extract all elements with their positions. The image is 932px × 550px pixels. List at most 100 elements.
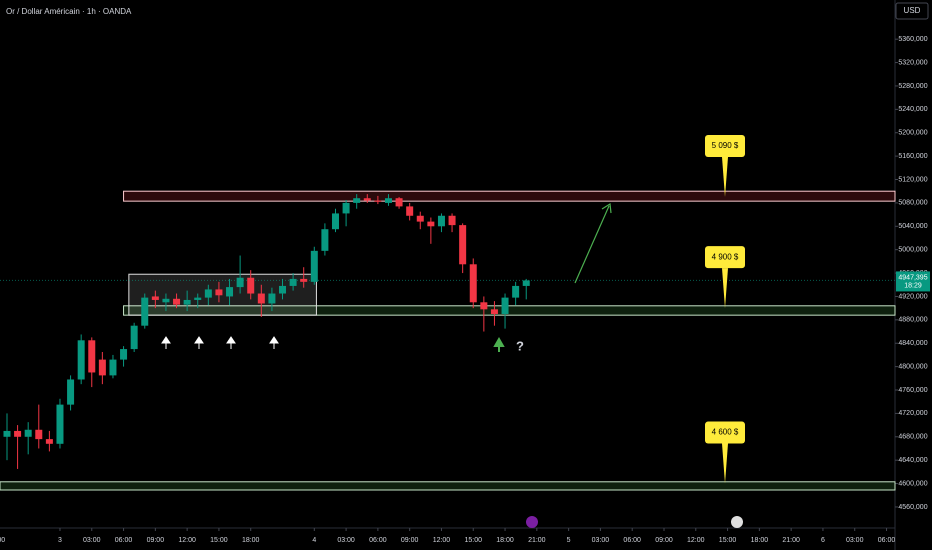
candle-body xyxy=(427,221,435,227)
x-tick-label: 18:00 xyxy=(0,537,5,544)
y-tick-label: 5040,000 xyxy=(898,223,927,230)
candle-body xyxy=(416,215,424,222)
y-tick-label: 4640,000 xyxy=(898,457,927,464)
callout-pointer xyxy=(722,443,728,484)
x-tick-label: 3 xyxy=(58,537,62,544)
candle-body xyxy=(14,430,22,437)
zone xyxy=(0,481,896,491)
candle-body xyxy=(501,297,509,314)
currency-button[interactable] xyxy=(895,2,929,20)
event-icon[interactable] xyxy=(526,516,538,528)
y-tick-label: 5280,000 xyxy=(898,83,927,90)
candle-body xyxy=(406,206,414,216)
y-tick-label: 4840,000 xyxy=(898,340,927,347)
zone xyxy=(123,190,896,202)
arrow-up-green xyxy=(493,336,505,352)
candle-body xyxy=(247,277,255,294)
x-tick-label: 15:00 xyxy=(464,537,482,544)
arrow-up xyxy=(269,336,279,349)
x-tick-label: 18:00 xyxy=(496,537,514,544)
candle-body xyxy=(77,340,85,380)
y-tick-label: 5120,000 xyxy=(898,176,927,183)
candle-body xyxy=(226,287,234,297)
callout xyxy=(705,246,745,269)
candle-body xyxy=(395,198,403,207)
y-tick-label: 5200,000 xyxy=(898,130,927,137)
x-tick-label: 12:00 xyxy=(687,537,705,544)
y-tick-label: 4800,000 xyxy=(898,363,927,370)
y-tick-label: 5080,000 xyxy=(898,200,927,207)
candle-body xyxy=(257,293,265,304)
x-tick-label: 03:00 xyxy=(83,537,101,544)
candle-body xyxy=(215,289,223,296)
candle-body xyxy=(236,277,244,288)
projection-arrow xyxy=(574,205,610,284)
x-tick-label: 21:00 xyxy=(782,537,800,544)
range-box xyxy=(128,273,317,316)
candle-body xyxy=(512,285,520,298)
plot: 5360,000 5320,000 5280,000 5240,000 5200,000… xyxy=(0,36,928,544)
y-tick-label: 4720,000 xyxy=(898,410,927,417)
candle-body xyxy=(151,296,159,300)
candle-body xyxy=(194,297,202,300)
currency[interactable]: USD xyxy=(904,6,921,15)
arrow-up xyxy=(226,336,236,349)
candle-body xyxy=(173,298,181,305)
y-tick-label: 5360,000 xyxy=(898,36,927,43)
x-tick-label: 03:00 xyxy=(846,537,864,544)
candle-body xyxy=(268,293,276,304)
callout xyxy=(705,421,745,444)
x-tick-label: 4 xyxy=(312,537,316,544)
y-tick-label: 4920,000 xyxy=(898,293,927,300)
x-tick-label: 15:00 xyxy=(719,537,737,544)
last-price-label: 4947,395 xyxy=(898,274,927,281)
question-mark: ? xyxy=(516,338,524,353)
x-tick-label: 18:00 xyxy=(242,537,260,544)
x-tick-label: 06:00 xyxy=(115,537,133,544)
callout-label: 5 090 $ xyxy=(712,141,739,150)
y-tick-label: 5000,000 xyxy=(898,247,927,254)
y-tick-label: 4880,000 xyxy=(898,317,927,324)
candle-body xyxy=(120,349,128,360)
candle-body xyxy=(56,404,64,444)
candle-body xyxy=(162,298,170,303)
candle-body xyxy=(24,429,32,437)
candle-body xyxy=(490,309,498,314)
arrow-up xyxy=(161,336,171,349)
y-tick-label: 4560,000 xyxy=(898,504,927,511)
candle-body xyxy=(522,280,530,286)
projection-arrow-head xyxy=(601,202,612,214)
candle-body xyxy=(109,359,117,376)
callout-pointer xyxy=(722,268,728,309)
candle-body xyxy=(98,359,106,376)
x-tick-label: 12:00 xyxy=(178,537,196,544)
candle-body xyxy=(363,198,371,201)
x-tick-label: 09:00 xyxy=(147,537,165,544)
candle-body xyxy=(3,430,11,437)
y-tick-label: 5320,000 xyxy=(898,59,927,66)
candle-body xyxy=(374,200,382,202)
candle-body xyxy=(88,340,96,373)
x-tick-label: 03:00 xyxy=(337,537,355,544)
candle-body xyxy=(279,285,287,294)
candle-body xyxy=(437,215,445,227)
callout xyxy=(705,135,745,158)
arrow-up xyxy=(194,336,204,349)
x-tick-label: 06:00 xyxy=(623,537,641,544)
x-tick-label: 06:00 xyxy=(878,537,896,544)
candle-body xyxy=(310,250,318,282)
x-tick-label: 09:00 xyxy=(401,537,419,544)
x-tick-label: 18:00 xyxy=(751,537,769,544)
candle-body xyxy=(384,198,392,203)
candle-body xyxy=(45,439,53,444)
event-icon[interactable] xyxy=(731,516,743,528)
candle-body xyxy=(183,299,191,305)
callout-pointer xyxy=(722,157,728,198)
y-tick-label: 4680,000 xyxy=(898,434,927,441)
x-tick-label: 06:00 xyxy=(369,537,387,544)
last-price-tag xyxy=(896,271,930,292)
x-tick-label: 15:00 xyxy=(210,537,228,544)
